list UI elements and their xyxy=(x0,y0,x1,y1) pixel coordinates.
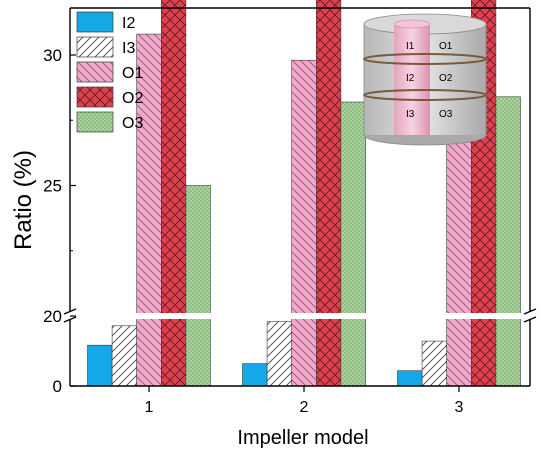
bar-i2-model-3 xyxy=(397,370,423,387)
y-tick-label-25: 25 xyxy=(43,177,62,196)
legend-swatch-i2 xyxy=(76,11,114,33)
bar-o2-model-2 xyxy=(315,0,342,387)
y-tick-label-20: 20 xyxy=(43,307,62,326)
inset-label-i3: I3 xyxy=(406,109,415,120)
bar-o3-model-3 xyxy=(495,96,521,387)
x-axis-label: Impeller model xyxy=(237,427,368,449)
bar-i3-model-2 xyxy=(266,321,293,387)
x-tick-label-1: 1 xyxy=(145,399,154,416)
inset-label-i2: I2 xyxy=(406,73,415,84)
legend-label-o3: O3 xyxy=(122,115,143,132)
legend: I2 I3 O1 O2 O3 xyxy=(76,11,143,133)
legend-swatch-i3 xyxy=(76,36,114,58)
bar-o3-model-2 xyxy=(340,101,366,387)
inset-diagram: I1 I2 I3 O1 O2 O3 xyxy=(363,13,487,146)
x-tick-label-3: 3 xyxy=(455,399,464,416)
y-tick-label-30: 30 xyxy=(43,46,62,65)
tick-labels-layer: 02025303540123 xyxy=(43,46,464,416)
break-mark-left-1 xyxy=(63,308,77,315)
inset-label-o1: O1 xyxy=(439,41,453,52)
bars-layer xyxy=(71,0,529,387)
x-tick-label-2: 2 xyxy=(300,399,309,416)
bar-i3-model-1 xyxy=(111,325,137,387)
bar-i2-model-2 xyxy=(242,363,268,387)
bar-o1-model-1 xyxy=(136,33,162,387)
bar-o1-model-2 xyxy=(291,59,317,387)
legend-label-o1: O1 xyxy=(122,65,143,82)
bar-i3-model-3 xyxy=(421,340,448,387)
bar-i2-model-1 xyxy=(87,344,113,387)
bar-o3-model-1 xyxy=(185,185,211,387)
inset-divider-2 xyxy=(363,89,487,101)
legend-label-i2: I2 xyxy=(122,15,135,32)
legend-swatch-o3 xyxy=(76,111,114,133)
legend-label-i3: I3 xyxy=(122,40,135,57)
break-mark-right-2 xyxy=(523,316,537,323)
y-tick-label-0: 0 xyxy=(53,377,62,396)
axes-layer xyxy=(63,7,537,392)
inset-core-top xyxy=(393,19,431,29)
break-mark-right-1 xyxy=(523,308,537,315)
break-mark-left-2 xyxy=(63,316,77,323)
legend-swatch-o1 xyxy=(76,61,114,83)
inset-label-i1: I1 xyxy=(406,41,415,52)
inset-divider-1 xyxy=(363,53,487,65)
axis-break-gap xyxy=(71,313,529,319)
legend-swatch-o2 xyxy=(76,86,114,108)
inset-label-o3: O3 xyxy=(439,109,453,120)
inset-label-o2: O2 xyxy=(439,73,453,84)
y-axis-label: Ratio (%) xyxy=(10,150,37,250)
bar-o2-model-1 xyxy=(161,0,187,387)
inset-core-body xyxy=(394,24,430,135)
legend-label-o2: O2 xyxy=(122,90,143,107)
